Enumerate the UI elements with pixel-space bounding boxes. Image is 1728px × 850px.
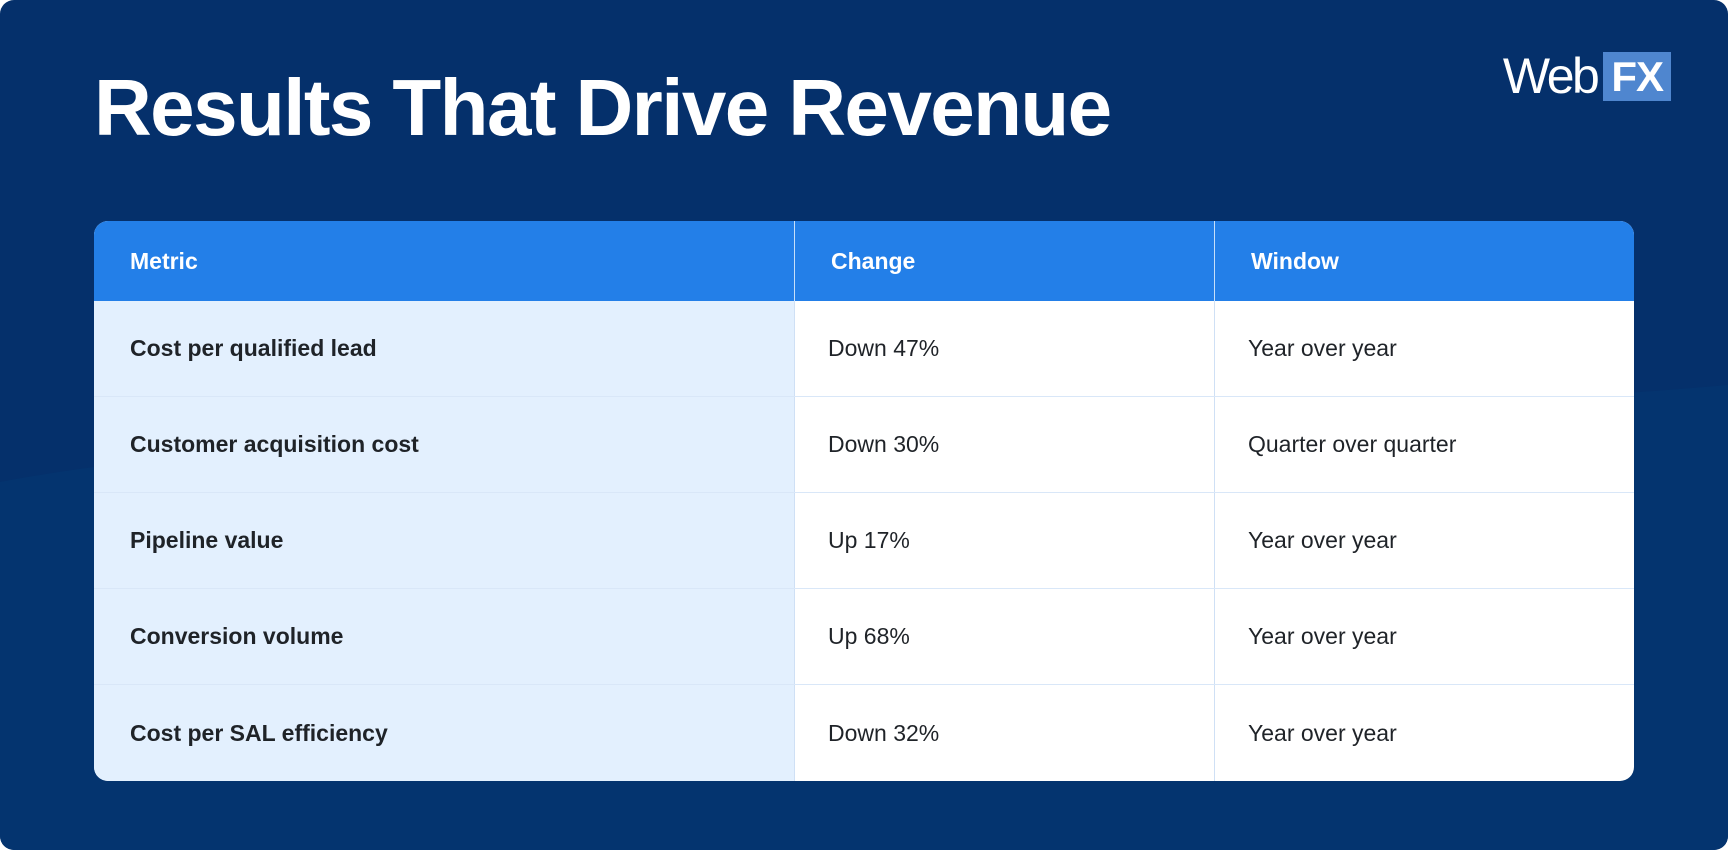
change-cell: Down 30%	[794, 397, 1214, 492]
results-table: Metric Change Window Cost per qualified …	[94, 221, 1634, 781]
metric-cell: Pipeline value	[94, 493, 794, 588]
metric-cell: Cost per SAL efficiency	[94, 685, 794, 781]
change-cell: Up 68%	[794, 589, 1214, 684]
change-cell: Down 32%	[794, 685, 1214, 781]
change-cell: Down 47%	[794, 301, 1214, 396]
webfx-logo: Web FX	[1502, 48, 1671, 104]
window-cell: Year over year	[1214, 493, 1634, 588]
table-row: Conversion volume Up 68% Year over year	[94, 589, 1634, 685]
table-row: Pipeline value Up 17% Year over year	[94, 493, 1634, 589]
header-window: Window	[1214, 221, 1634, 301]
metric-cell: Conversion volume	[94, 589, 794, 684]
window-cell: Year over year	[1214, 589, 1634, 684]
table-row: Cost per SAL efficiency Down 32% Year ov…	[94, 685, 1634, 781]
metric-cell: Cost per qualified lead	[94, 301, 794, 396]
change-cell: Up 17%	[794, 493, 1214, 588]
logo-fx-badge: FX	[1603, 52, 1671, 101]
logo-web-text: Web	[1502, 48, 1600, 104]
window-cell: Year over year	[1214, 301, 1634, 396]
header-change: Change	[794, 221, 1214, 301]
table-row: Cost per qualified lead Down 47% Year ov…	[94, 301, 1634, 397]
window-cell: Year over year	[1214, 685, 1634, 781]
page-title: Results That Drive Revenue	[94, 63, 1112, 152]
table-row: Customer acquisition cost Down 30% Quart…	[94, 397, 1634, 493]
metric-cell: Customer acquisition cost	[94, 397, 794, 492]
header-metric: Metric	[130, 247, 198, 274]
window-cell: Quarter over quarter	[1214, 397, 1634, 492]
table-header-row: Metric Change Window	[94, 221, 1634, 301]
